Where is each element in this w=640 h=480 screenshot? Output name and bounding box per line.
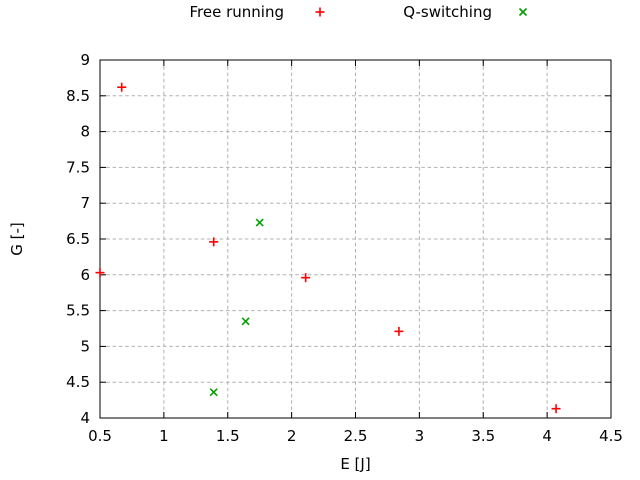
y-tick-label: 8 (80, 123, 90, 141)
plus-marker (95, 268, 105, 278)
y-tick-label: 5.5 (66, 302, 90, 320)
gridlines (100, 60, 611, 418)
x-tick-label: 3 (415, 427, 425, 445)
legend-entry-free-running: Free running (190, 3, 325, 21)
y-tick-label: 6 (80, 266, 90, 284)
marker-stroke (255, 218, 264, 227)
marker-stroke (241, 317, 250, 326)
plus-marker (301, 273, 311, 283)
x-tick-label: 4.5 (599, 427, 623, 445)
y-tick-label: 9 (80, 51, 90, 69)
plus-marker (117, 82, 127, 92)
x-tick-label: 3.5 (471, 427, 495, 445)
cross-marker (255, 218, 264, 227)
legend: Free running Q-switching (190, 3, 528, 21)
x-tick-label: 0.5 (88, 427, 112, 445)
x-tick-label: 4 (542, 427, 552, 445)
y-axis-label: G [-] (8, 222, 26, 256)
cross-marker (241, 317, 250, 326)
y-tick-label: 4.5 (66, 373, 90, 391)
legend-label: Free running (190, 3, 284, 21)
tick-labels: 0.5 1 1.5 2 2.5 3 3.5 4 4.5 4 4.5 5 5.5 6 6.5 7 7.5 8 8.5 9 (66, 51, 623, 445)
plus-marker (315, 7, 325, 17)
plus-marker (394, 326, 404, 336)
y-tick-label: 8.5 (66, 87, 90, 105)
y-tick-label: 7 (80, 194, 90, 212)
x-tick-label: 1 (159, 427, 169, 445)
plus-marker (209, 237, 219, 247)
y-tick-label: 5 (80, 337, 90, 355)
x-tick-label: 2.5 (344, 427, 368, 445)
cross-marker (209, 388, 218, 397)
x-axis-label: E [J] (340, 455, 370, 473)
x-tick-label: 2 (287, 427, 297, 445)
marker-stroke (518, 7, 528, 17)
plus-marker (551, 404, 561, 414)
series-free-running (95, 82, 561, 414)
y-tick-label: 6.5 (66, 230, 90, 248)
cross-marker (518, 7, 528, 17)
marker-stroke (209, 388, 218, 397)
plot-border (99, 59, 612, 419)
legend-label: Q-switching (403, 3, 492, 21)
x-tick-label: 1.5 (216, 427, 240, 445)
series-q-switching (209, 218, 264, 397)
y-tick-label: 7.5 (66, 158, 90, 176)
legend-entry-q-switching: Q-switching (403, 3, 528, 21)
y-tick-label: 4 (80, 409, 90, 427)
